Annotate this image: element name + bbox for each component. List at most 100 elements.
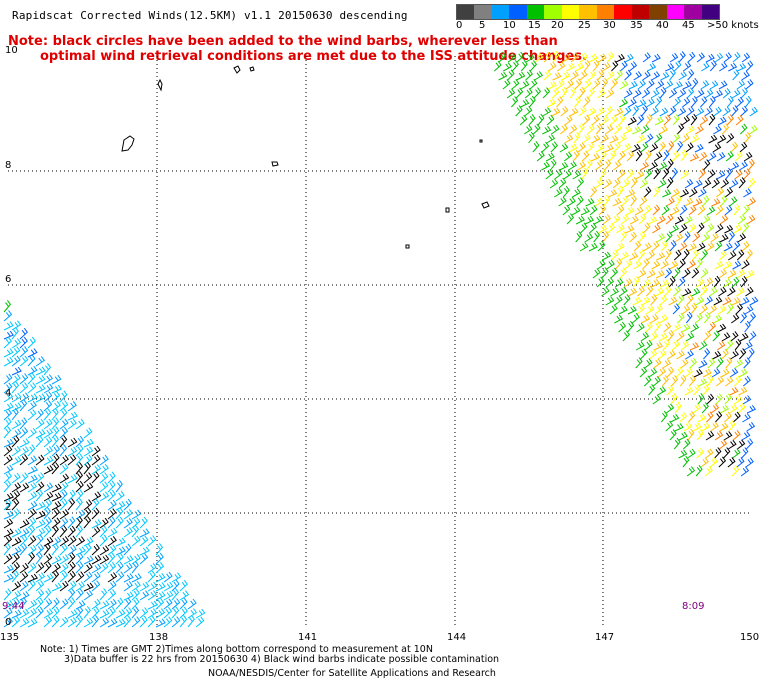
wind-barb [669, 240, 677, 252]
wind-barb [744, 131, 752, 144]
wind-barb [665, 63, 675, 72]
wind-barb [712, 350, 722, 360]
wind-barb [75, 471, 84, 484]
wind-barb [11, 419, 22, 430]
wind-barb [720, 178, 730, 189]
wind-barb [75, 600, 86, 610]
wind-barb [51, 517, 61, 529]
wind-barb [51, 384, 62, 394]
wind-barb [520, 80, 530, 90]
wind-barb [59, 408, 68, 421]
wind-barb [3, 564, 14, 574]
wind-barb [605, 296, 615, 306]
wind-barb [612, 178, 621, 189]
wind-barb [607, 223, 616, 234]
wind-barb [640, 142, 649, 153]
wind-barb [697, 222, 705, 234]
wind-barb [91, 615, 100, 628]
wind-barb [657, 179, 667, 189]
wind-barb [11, 570, 20, 583]
wind-barb [683, 422, 693, 432]
wind-barb [3, 464, 14, 475]
wind-barb [115, 618, 126, 628]
wind-barb [618, 133, 627, 144]
wind-barb [610, 78, 618, 90]
footer-credit: NOAA/NESDIS/Center for Satellite Applica… [208, 668, 496, 679]
wind-barb [67, 437, 78, 448]
wind-barb [524, 106, 533, 117]
wind-barb [187, 598, 197, 610]
wind-barb [735, 303, 744, 315]
wind-barb [712, 143, 722, 153]
wind-barb [654, 133, 663, 144]
wind-barb [91, 454, 101, 466]
wind-barb [107, 618, 118, 628]
wind-barb [739, 332, 749, 342]
wind-barb [721, 123, 730, 135]
wind-barb [612, 198, 622, 207]
wind-barb [717, 116, 727, 126]
wind-barb [572, 170, 582, 180]
wind-barb [711, 178, 720, 189]
wind-barb [647, 216, 658, 225]
wind-barb [674, 215, 684, 225]
wind-barb [691, 77, 699, 90]
wind-barb [736, 286, 745, 297]
wind-barb [706, 393, 715, 405]
wind-barb [67, 489, 76, 502]
wind-barb [654, 304, 663, 315]
wind-barb [706, 223, 715, 234]
wind-barb [739, 141, 748, 153]
wind-barb [619, 60, 628, 72]
wind-barb [595, 122, 603, 135]
wind-barb [67, 597, 76, 610]
wind-barb [748, 347, 755, 360]
wind-barb [709, 80, 719, 90]
wind-barb [75, 581, 86, 592]
wind-barb [147, 590, 158, 601]
wind-barb [107, 536, 117, 547]
wind-barb [35, 429, 46, 439]
wind-barb [748, 312, 757, 324]
wind-barb [711, 198, 721, 207]
wind-barb [59, 580, 69, 592]
wind-barb [644, 150, 652, 162]
wind-barb [493, 60, 502, 72]
wind-barb [11, 320, 22, 331]
wind-barb [43, 465, 54, 475]
wind-barb [727, 269, 737, 279]
wind-barb [35, 472, 45, 484]
wind-barb [669, 260, 679, 270]
wind-barb [532, 123, 541, 135]
wind-barb [671, 167, 679, 180]
wind-barb [737, 214, 747, 225]
wind-barb [700, 285, 708, 297]
wind-barb [75, 462, 84, 475]
wind-barb [616, 204, 625, 216]
wind-barb [613, 160, 622, 171]
wind-barb [745, 457, 754, 468]
wind-barb [67, 474, 78, 484]
wind-barb [691, 249, 700, 261]
wind-barb [75, 571, 85, 583]
wind-barb [730, 331, 739, 342]
wind-barb [621, 195, 629, 207]
wind-barb [561, 53, 571, 63]
wind-barb [671, 150, 680, 162]
wind-barb [705, 448, 714, 459]
wind-barb [638, 213, 647, 225]
wind-barb [665, 231, 673, 243]
wind-barb [576, 177, 585, 189]
wind-barb [3, 528, 14, 538]
island-outline [233, 65, 241, 74]
wind-barb [557, 61, 566, 72]
wind-barb [107, 606, 116, 619]
wind-barb [703, 330, 712, 342]
wind-barb [642, 258, 650, 270]
wind-barb [91, 498, 100, 511]
wind-barb [43, 455, 54, 466]
wind-barb [99, 491, 110, 502]
wind-barb [583, 79, 592, 90]
wind-barb [698, 168, 706, 180]
wind-barb [732, 260, 742, 270]
